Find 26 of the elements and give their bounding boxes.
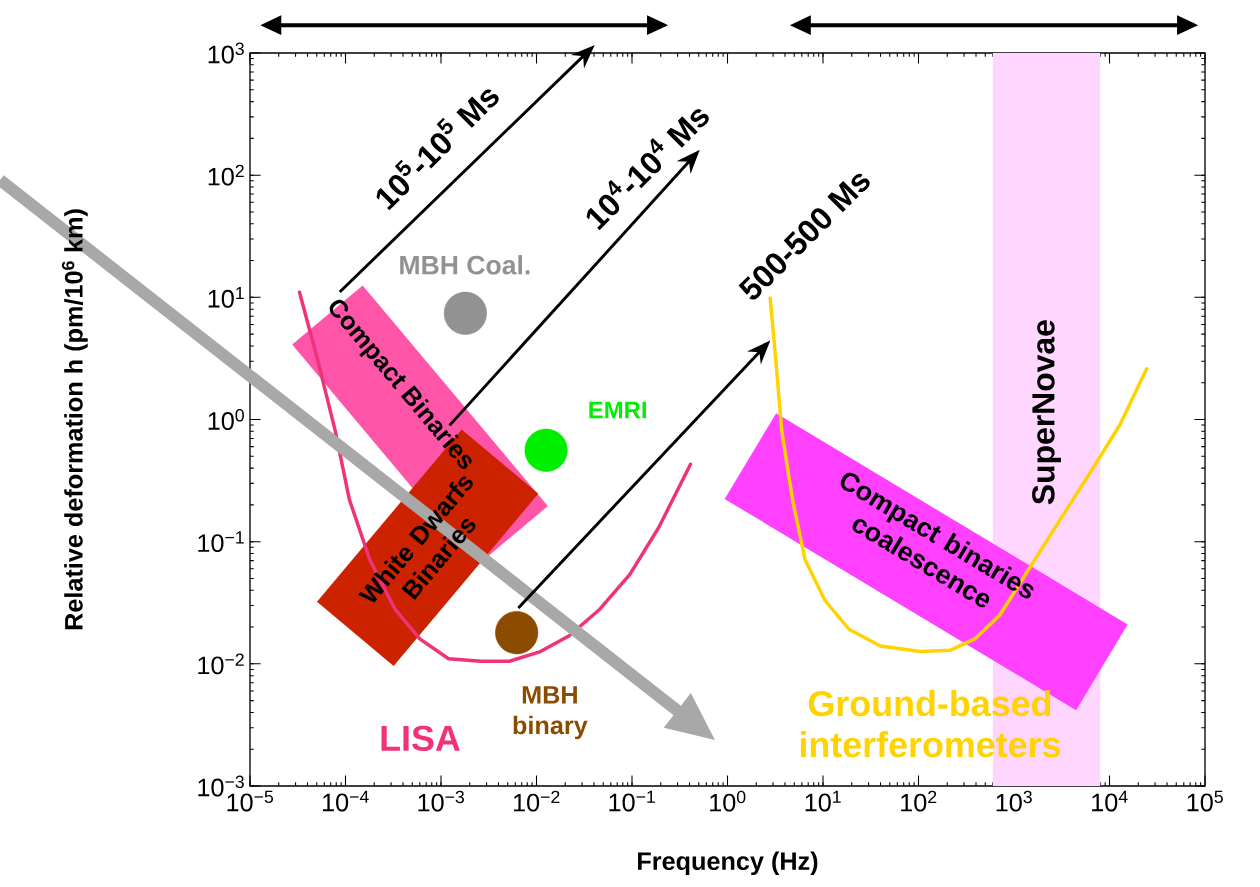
y-tick-label: 10$^{−1}$	[198, 531, 244, 553]
x-axis-title: Frequency (Hz)	[638, 851, 818, 876]
series-label: LISA	[381, 725, 460, 752]
text: Ground-based interferometers	[800, 689, 1061, 758]
series-label: MBH binary	[513, 686, 588, 740]
x-tick-label: 10$^{−1}$	[609, 790, 655, 812]
annotation: 10$^{5}$-10$^{5}$ Ms	[376, 89, 499, 211]
y-tick-label: 10$^{2}$	[208, 164, 244, 186]
x-tick-label: 10$^{3}$	[996, 790, 1032, 812]
y-tick-label: 10$^{1}$	[208, 286, 244, 308]
y-tick-label: 10$^{0}$	[208, 409, 244, 430]
x-tick-label: 10$^{−3}$	[418, 790, 464, 812]
band-label: SuperNovae	[1032, 320, 1061, 505]
x-tick-label: 10$^{5}$	[1187, 790, 1223, 812]
x-tick-label: 10$^{0}$	[710, 790, 746, 812]
x-tick-label: 10$^{1}$	[805, 790, 841, 812]
y-tick-label: 10$^{−2}$	[198, 653, 244, 675]
series-label: MBH Coal.	[400, 255, 530, 275]
annotation: 10$^{4}$-10$^{4}$ Ms	[586, 109, 709, 231]
y-tick-label: 10$^{3}$	[208, 42, 244, 64]
series-label: EMRI	[589, 401, 646, 419]
x-tick-label: 10$^{2}$	[901, 790, 937, 812]
x-tick-label: 10$^{4}$	[1092, 790, 1128, 812]
x-tick-label: 10$^{−4}$	[322, 790, 369, 812]
y-axis-title: Relative deformation h (pm/10$^{6}$ km)	[61, 209, 88, 630]
x-tick-label: 10$^{−2}$	[513, 790, 560, 812]
